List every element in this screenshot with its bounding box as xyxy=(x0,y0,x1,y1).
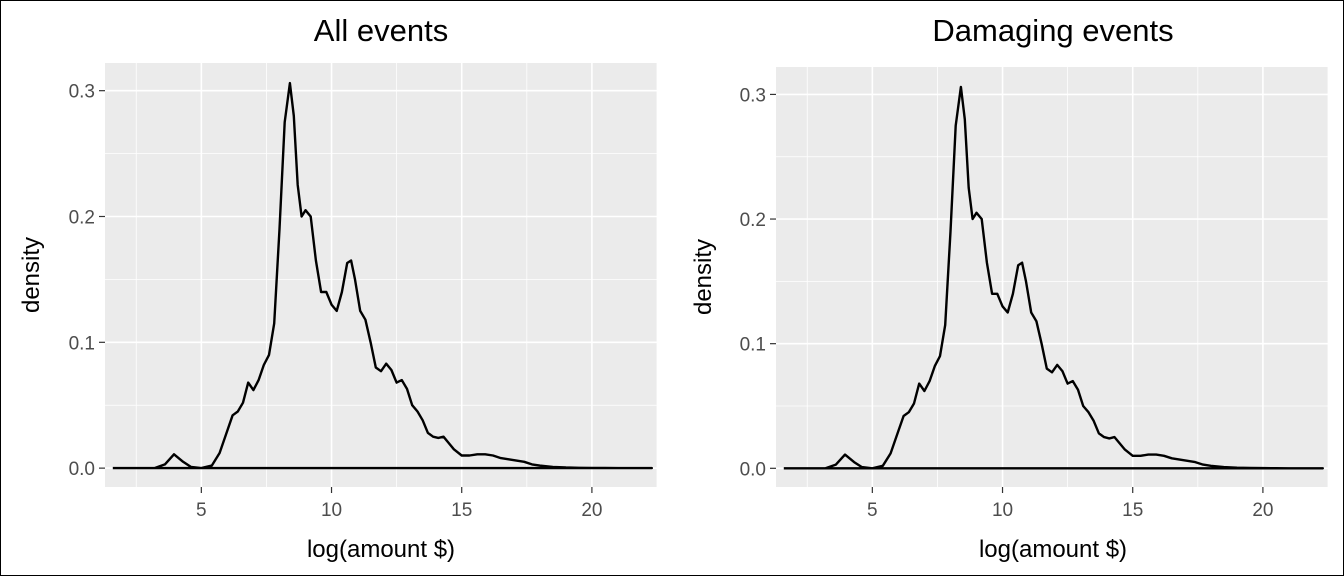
y-tick-label: 0.3 xyxy=(740,85,766,106)
density-line xyxy=(112,81,653,470)
x-tick-label: 15 xyxy=(1122,500,1143,521)
y-tick-label: 0.0 xyxy=(740,459,766,480)
density-line xyxy=(783,85,1324,470)
x-tick-label: 20 xyxy=(1252,500,1273,521)
y-axis-title: density xyxy=(18,237,45,313)
x-tick-label: 10 xyxy=(992,500,1013,521)
y-tick-label: 0.0 xyxy=(69,459,95,480)
x-axis-title: log(amount $) xyxy=(307,536,455,563)
panel-all-events: All events 0.0 0.1 0.2 0.3 5 10 15 20 log(amou… xyxy=(18,13,658,563)
panel-title: All events xyxy=(314,13,448,48)
panel-background xyxy=(105,63,657,487)
x-axis: 5 10 15 20 xyxy=(196,487,602,521)
x-tick-label: 5 xyxy=(867,500,878,521)
y-tick-label: 0.2 xyxy=(740,210,766,231)
panel-title: Damaging events xyxy=(932,13,1173,48)
y-tick-label: 0.2 xyxy=(69,207,95,228)
x-tick-label: 20 xyxy=(581,500,602,521)
y-tick-label: 0.1 xyxy=(69,333,95,354)
panel-damaging-events: Damaging events 0.0 0.1 0.2 0.3 5 10 15 20 log… xyxy=(690,13,1329,563)
x-axis: 5 10 15 20 xyxy=(867,487,1273,521)
y-axis-title: density xyxy=(690,239,717,315)
x-tick-label: 10 xyxy=(321,500,342,521)
panel-background xyxy=(776,67,1328,487)
x-tick-label: 5 xyxy=(196,500,207,521)
y-axis: 0.0 0.1 0.2 0.3 xyxy=(740,85,776,480)
x-axis-title: log(amount $) xyxy=(979,536,1127,563)
y-tick-label: 0.3 xyxy=(69,82,95,103)
y-axis: 0.0 0.1 0.2 0.3 xyxy=(69,82,105,480)
y-tick-label: 0.1 xyxy=(740,335,766,356)
x-tick-label: 15 xyxy=(451,500,472,521)
